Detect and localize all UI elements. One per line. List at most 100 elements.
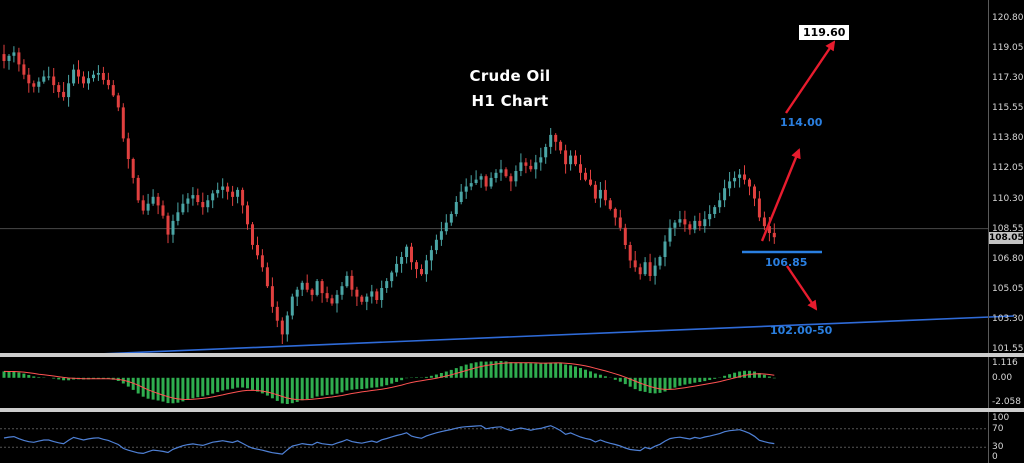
- resistance-price-label[interactable]: 114.00: [780, 116, 823, 129]
- candle: [166, 212, 170, 244]
- panel-separator-macd[interactable]: [0, 353, 1024, 357]
- candle: [345, 271, 349, 288]
- candle: [668, 219, 672, 247]
- candle: [579, 154, 582, 181]
- candle: [613, 207, 617, 226]
- price-axis-tick: 103.30: [992, 314, 1024, 324]
- candle: [628, 241, 632, 269]
- trendline[interactable]: [97, 315, 1015, 355]
- candle: [161, 200, 165, 219]
- candle: [300, 280, 304, 296]
- candle: [62, 82, 66, 101]
- candle: [772, 223, 776, 244]
- candle: [260, 249, 264, 272]
- price-axis-tick: 108.55: [992, 224, 1024, 234]
- arrow-down[interactable]: [786, 265, 818, 311]
- candle: [370, 284, 374, 304]
- candle: [748, 178, 751, 196]
- candle: [529, 159, 533, 172]
- chart-title: Crude Oil H1 Chart: [425, 64, 595, 114]
- candle: [325, 286, 329, 303]
- candle: [116, 92, 120, 112]
- candle: [330, 294, 334, 306]
- candle: [673, 220, 677, 236]
- candlesticks-layer: [2, 44, 776, 344]
- candle: [295, 286, 299, 306]
- candle: [688, 221, 692, 235]
- rsi-scale-30: 30: [992, 442, 1004, 452]
- panel-separator-rsi[interactable]: [0, 408, 1024, 412]
- candle: [251, 222, 254, 250]
- candle: [415, 260, 418, 279]
- candle: [176, 202, 180, 226]
- candle: [429, 245, 433, 271]
- candle: [57, 82, 61, 98]
- candle: [151, 189, 155, 206]
- candle: [499, 159, 503, 181]
- candle: [653, 257, 657, 285]
- candle: [549, 128, 553, 154]
- candle: [37, 77, 41, 93]
- candle: [757, 191, 761, 222]
- candle: [241, 187, 245, 214]
- rsi-scale-100: 100: [992, 413, 1010, 423]
- candle: [762, 211, 766, 231]
- candle: [226, 182, 230, 200]
- chart-title-line1: Crude Oil: [469, 67, 551, 85]
- candle: [494, 169, 498, 183]
- candle: [584, 167, 587, 182]
- candle: [454, 196, 458, 217]
- candle: [32, 80, 36, 93]
- rsi-scale-70: 70: [992, 424, 1004, 434]
- candle: [459, 184, 463, 205]
- candle: [181, 194, 185, 215]
- candle: [479, 173, 483, 188]
- candle: [365, 293, 369, 311]
- price-axis-tick: 110.30: [992, 194, 1024, 204]
- candle: [67, 74, 71, 107]
- candle: [444, 214, 448, 235]
- arrow-up-top[interactable]: [785, 40, 836, 114]
- candle: [191, 187, 195, 206]
- candle: [101, 66, 105, 85]
- candle: [718, 192, 722, 213]
- candle: [320, 279, 324, 303]
- candle: [603, 180, 607, 206]
- candle: [385, 278, 389, 293]
- candle: [375, 288, 379, 304]
- candle: [569, 150, 573, 171]
- candle: [703, 211, 707, 233]
- candle: [633, 251, 637, 272]
- candle: [380, 280, 384, 308]
- candle: [340, 282, 344, 300]
- candle: [464, 178, 468, 199]
- candle: [77, 60, 80, 84]
- candle: [265, 262, 269, 288]
- candle: [708, 205, 712, 227]
- chart-title-line2: H1 Chart: [471, 92, 549, 110]
- candle: [390, 270, 394, 288]
- candle: [514, 165, 518, 187]
- candle: [658, 255, 662, 270]
- candle: [126, 132, 130, 169]
- candle: [72, 64, 76, 86]
- candle: [509, 173, 513, 192]
- candle: [236, 187, 240, 204]
- candle: [360, 294, 364, 305]
- target-price-label[interactable]: 119.60: [799, 25, 850, 40]
- price-axis-border: [988, 0, 989, 463]
- candle: [270, 277, 274, 313]
- candle: [589, 169, 592, 187]
- arrow-up-mid[interactable]: [760, 148, 801, 242]
- candle: [713, 205, 717, 218]
- support-price-label[interactable]: 106.85: [765, 256, 808, 269]
- candle: [206, 195, 210, 213]
- candle: [221, 178, 225, 199]
- candle: [524, 158, 528, 174]
- candle: [683, 210, 687, 232]
- trendline-price-label[interactable]: 102.00-50: [770, 324, 833, 337]
- macd-scale-max: 1.116: [992, 358, 1018, 368]
- macd-scale-min: -2.058: [992, 397, 1022, 407]
